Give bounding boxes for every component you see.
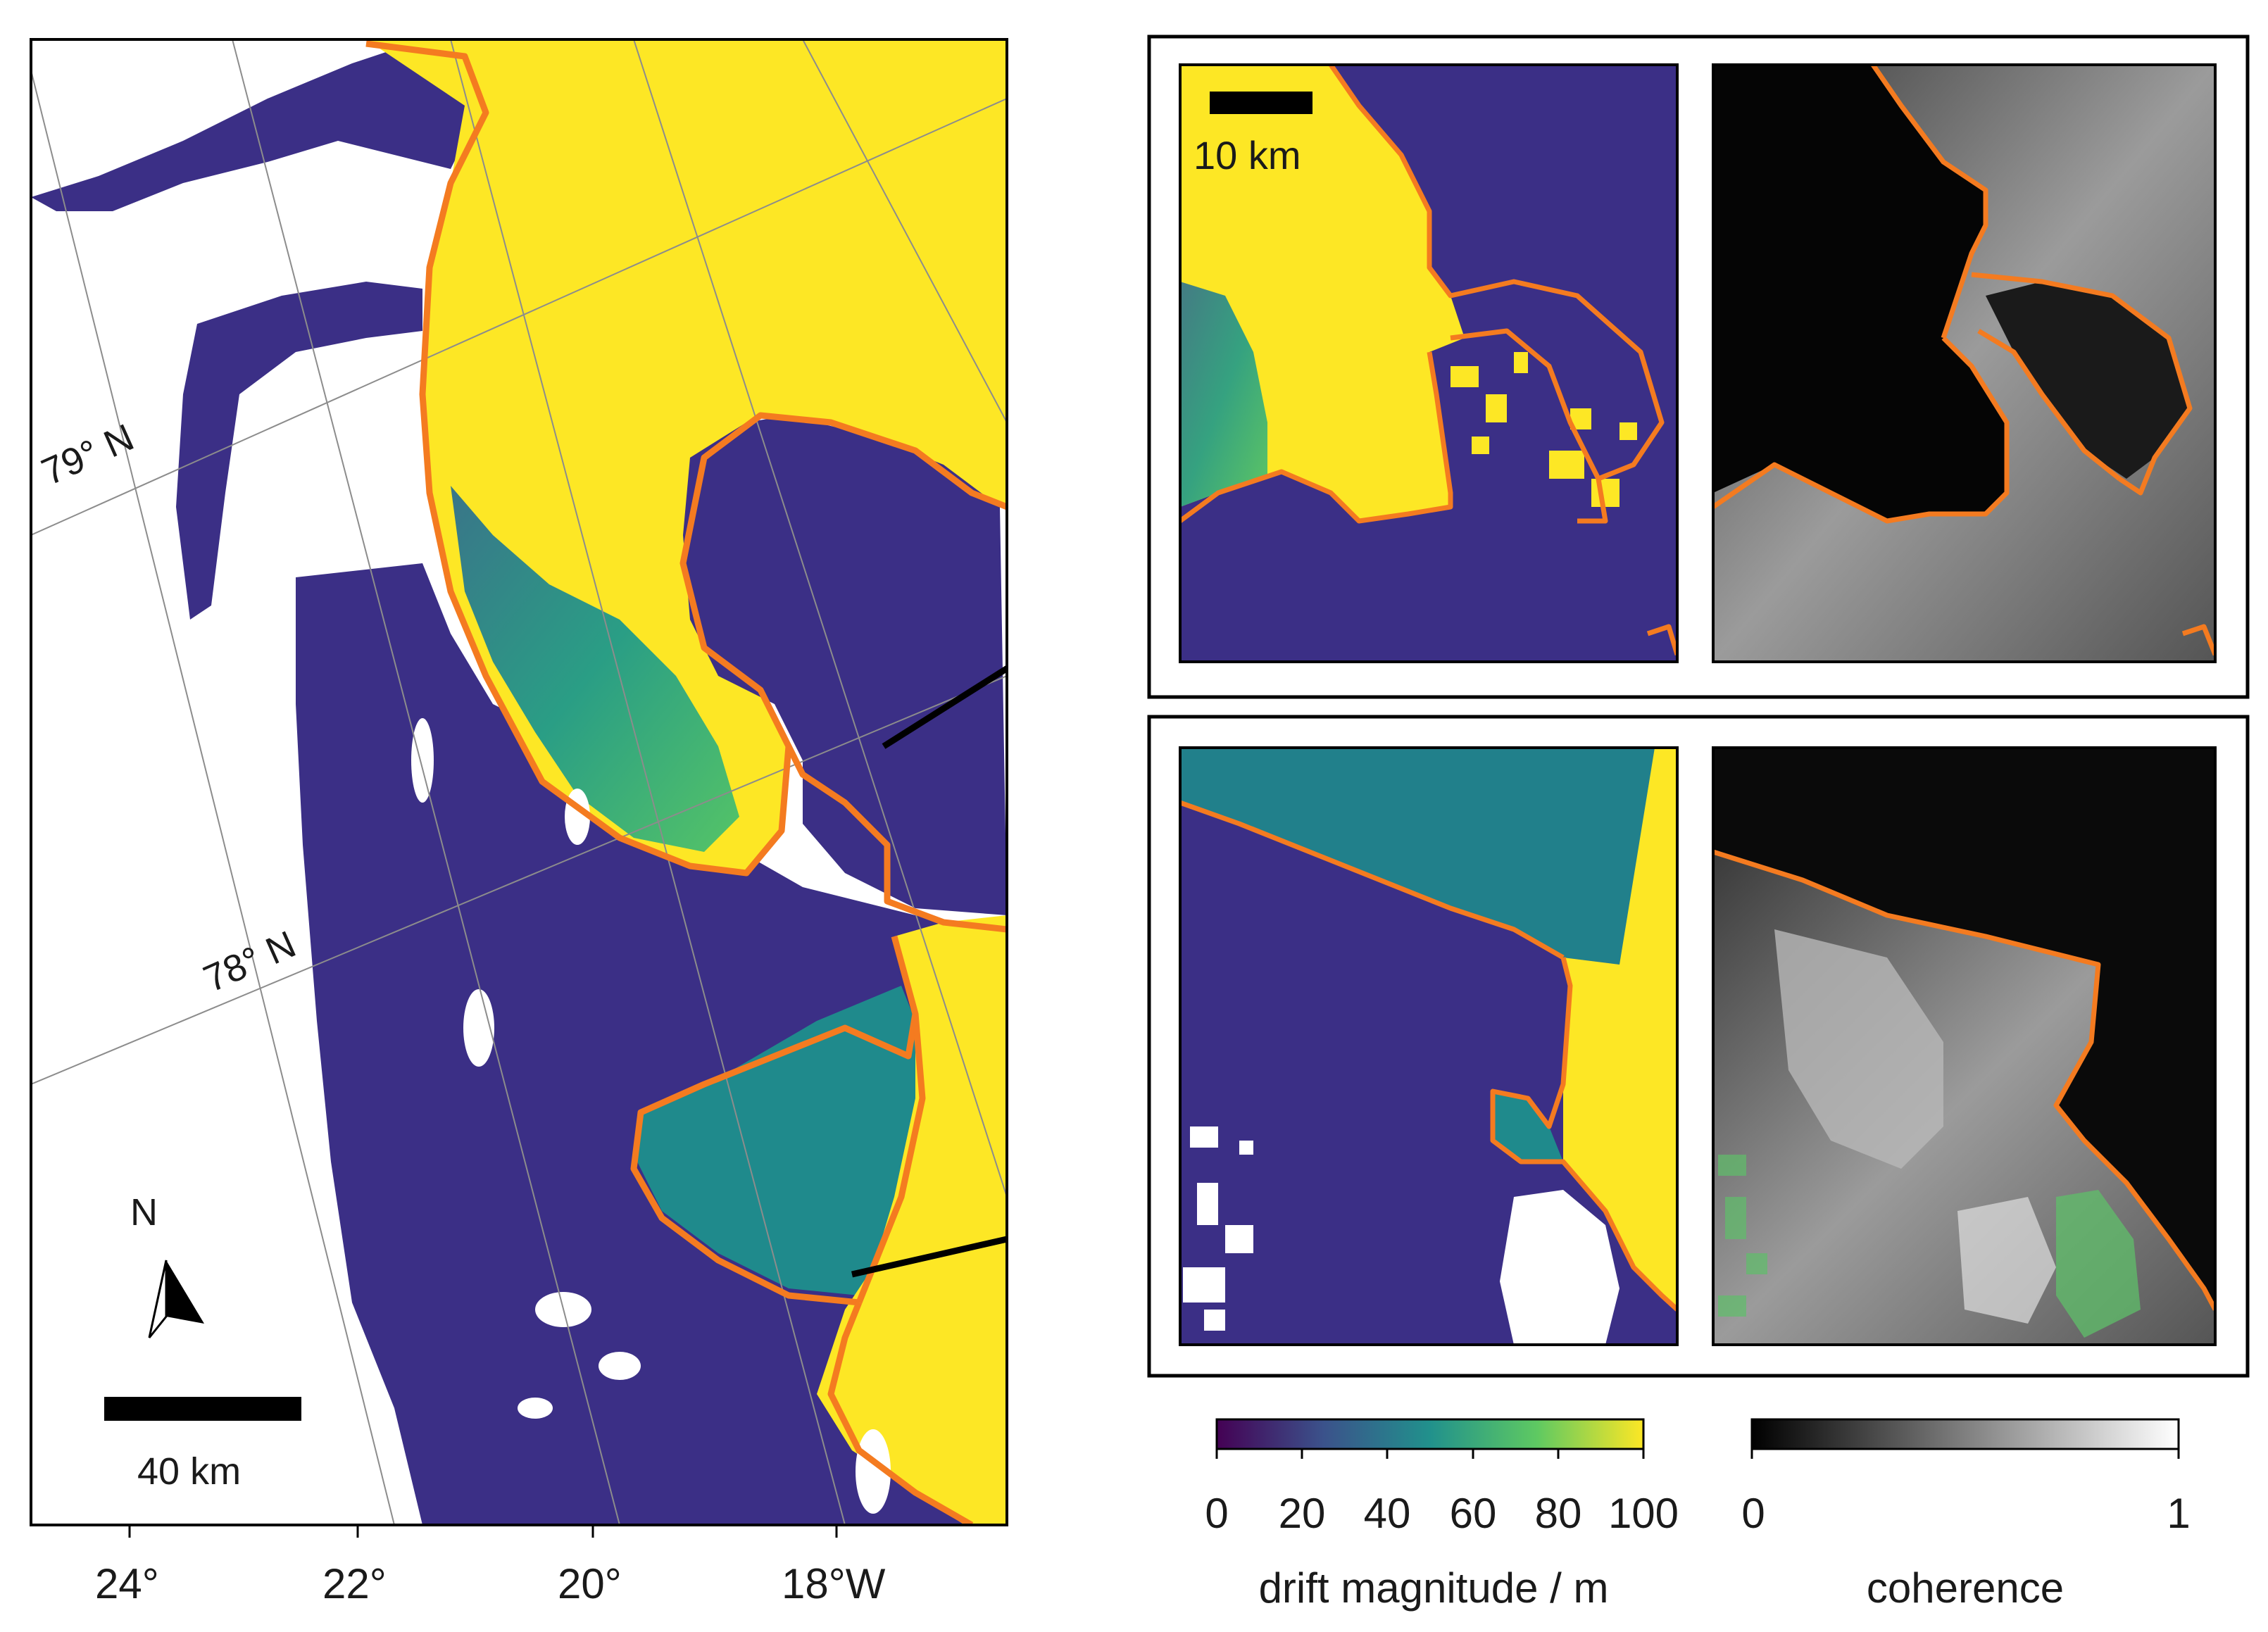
inset-scale-bar — [1210, 92, 1312, 114]
main-map-frame — [30, 38, 1008, 1526]
inset-scale-bar-label: 10 km — [1193, 133, 1301, 177]
coherence-tick-1: 1 — [2167, 1490, 2190, 1537]
lon-tick-20: 20° — [558, 1560, 622, 1607]
drifting-floe — [634, 986, 929, 1295]
drift-tick-60: 60 — [1450, 1490, 1497, 1537]
inset-arrows — [851, 665, 1007, 1278]
drift-tick-100: 100 — [1608, 1490, 1679, 1537]
coherence-tick-0: 0 — [1741, 1490, 1765, 1537]
fast-ice-south — [817, 915, 1007, 1525]
scale-bar-main — [104, 1397, 301, 1421]
bay-low-drift — [683, 415, 1007, 915]
inset-drift-upper: 10 km — [1180, 65, 1677, 662]
drift-tick-40: 40 — [1364, 1490, 1411, 1537]
upper-inset-box — [1147, 34, 2250, 699]
drift-tick-80: 80 — [1535, 1490, 1582, 1537]
ice-boundary — [365, 40, 1007, 1525]
inset-coherence-lower — [1713, 748, 2215, 1345]
coherence-colorbar-title: coherence — [1867, 1564, 2064, 1612]
lon-tick-24: 24° — [95, 1560, 159, 1607]
drift-colorbar-title: drift magnitude / m — [1259, 1564, 1609, 1612]
scale-bar-main-label: 40 km — [137, 1450, 241, 1493]
lon-axis — [128, 1525, 838, 1538]
fjord-ice-north — [31, 49, 479, 211]
inset-drift-lower — [1180, 748, 1677, 1345]
inset-coherence-upper — [1713, 65, 2215, 662]
drift-tick-20: 20 — [1279, 1490, 1326, 1537]
main-map: 79° N 78° N N 40 km — [31, 39, 1007, 1525]
drift-tick-0: 0 — [1205, 1490, 1228, 1537]
north-arrow-label: N — [130, 1191, 158, 1234]
moderate-drift-patch — [451, 486, 739, 852]
fjord-ice-west — [176, 282, 422, 620]
lon-tick-18w: 18°W — [782, 1560, 886, 1607]
graticule — [31, 39, 1007, 1525]
lower-inset-box — [1147, 715, 2250, 1378]
colorbar-drift: 0 20 40 60 80 100 drift magnitude / m — [1205, 1418, 1679, 1612]
colorbar-coherence: 0 1 coherence — [1741, 1418, 2191, 1612]
lon-tick-22: 22° — [322, 1560, 387, 1607]
north-arrow: N — [130, 1191, 204, 1338]
